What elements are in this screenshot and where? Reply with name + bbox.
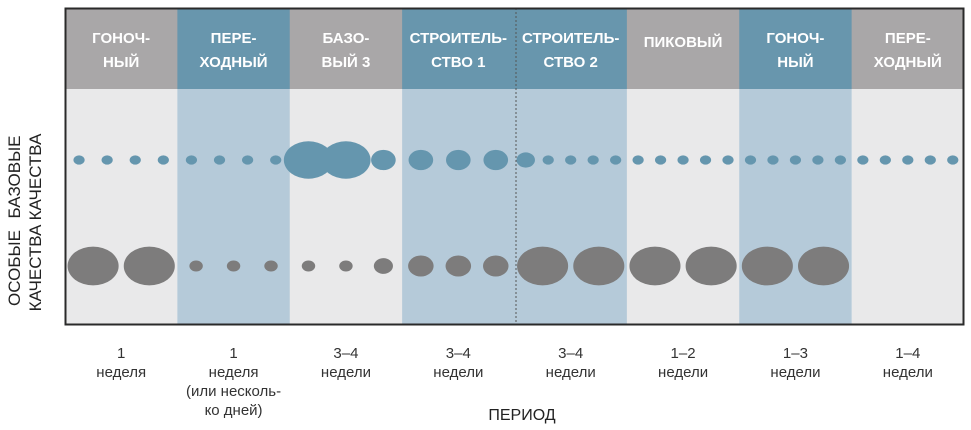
special-qualities-dots	[67, 246, 850, 286]
special-dot-2-2	[373, 258, 393, 274]
base-dot-4-0	[516, 152, 535, 168]
base-dot-4-2	[565, 155, 577, 165]
phase-columns	[65, 89, 965, 324]
axis-title-period: ПЕРИОД	[488, 407, 555, 424]
phase-header-bg-2	[289, 9, 403, 89]
phase-header-bg-7	[851, 9, 965, 89]
phase-header-bg-4	[514, 9, 628, 89]
phase-duration-7: 1–4 недели	[883, 345, 933, 381]
special-dot-6-1	[797, 246, 850, 286]
special-dot-0-1	[123, 246, 175, 286]
phase-column-0	[65, 89, 178, 324]
special-dot-0-0	[67, 246, 119, 286]
phase-header-bg-0	[65, 9, 178, 89]
phase-header-1: ПЕРЕ-ХОДНЫЙ	[200, 30, 268, 71]
row-labels: БАЗОВЫЕ КАЧЕСТВА ОСОБЫЕ КАЧЕСТВА	[5, 133, 45, 311]
row-label-special-2: КАЧЕСТВА	[26, 224, 45, 311]
base-dot-2-0	[283, 141, 334, 179]
row-label-special: ОСОБЫЕ	[5, 230, 24, 306]
base-dot-5-3	[699, 155, 712, 165]
base-dot-1-2	[242, 155, 254, 165]
phase-header-4: СТРОИТЕЛЬ-СТВО 2	[522, 30, 619, 71]
special-dot-4-0	[517, 246, 569, 286]
base-dot-1-0	[185, 155, 198, 165]
phase-column-2	[289, 89, 403, 324]
special-dot-1-1	[226, 260, 241, 272]
special-dot-3-0	[408, 255, 434, 277]
special-dot-2-0	[301, 260, 316, 272]
base-dot-6-0	[744, 155, 757, 165]
base-dot-7-3	[924, 155, 936, 165]
base-qualities-dots	[73, 141, 959, 179]
row-label-base-2: КАЧЕСТВА	[26, 133, 45, 220]
base-dot-5-4	[722, 155, 734, 165]
phase-column-7	[851, 89, 965, 324]
row-label-base: БАЗОВЫЕ	[5, 136, 24, 219]
phase-duration-1: 1 неделя (или несколь-ко дней)	[186, 345, 281, 419]
phase-column-4	[514, 89, 628, 324]
special-dot-2-1	[339, 260, 353, 272]
base-dot-5-2	[677, 155, 689, 165]
phase-duration-3: 3–4 недели	[433, 345, 483, 381]
base-dot-6-2	[789, 155, 802, 165]
base-dot-1-1	[213, 155, 226, 165]
base-dot-3-2	[483, 149, 509, 171]
phase-header-bg-3	[402, 9, 515, 89]
base-dot-6-1	[767, 155, 779, 165]
base-dot-1-3	[270, 155, 282, 165]
phase-header-bg-1	[177, 9, 291, 89]
base-dot-7-1	[879, 155, 891, 165]
phase-duration-6: 1–3 недели	[770, 345, 820, 381]
special-dot-5-1	[685, 246, 737, 286]
base-dot-3-0	[408, 149, 434, 171]
phase-headers: ГОНОЧ-НЫЙ ПЕРЕ-ХОДНЫЙ БАЗО-ВЫЙ 3 СТРОИТЕЛЬ-…	[65, 9, 965, 89]
phase-header-3: СТРОИТЕЛЬ-СТВО 1	[410, 30, 507, 71]
phase-column-1	[177, 89, 291, 324]
phase-durations: 1 неделя 1 неделя (или несколь-ко дней) 3–4 не…	[96, 345, 933, 419]
phase-header-2: БАЗО-ВЫЙ 3	[322, 30, 371, 71]
base-dot-0-2	[129, 155, 141, 165]
phase-duration-0: 1 неделя	[96, 345, 146, 381]
special-dot-1-2	[264, 260, 278, 272]
phase-column-3	[402, 89, 515, 324]
base-dot-2-1	[321, 141, 371, 179]
base-dot-6-4	[834, 155, 846, 165]
phase-duration-2: 3–4 недели	[321, 345, 371, 381]
base-dot-0-1	[101, 155, 113, 165]
base-dot-7-0	[857, 155, 869, 165]
base-dot-4-4	[610, 155, 622, 165]
phase-column-6	[739, 89, 853, 324]
special-dot-3-2	[483, 255, 509, 277]
phase-header-0: ГОНОЧ-НЫЙ	[92, 30, 150, 71]
phase-duration-5: 1–2 недели	[658, 345, 708, 381]
phase-column-5	[626, 89, 740, 324]
base-dot-7-2	[902, 155, 914, 165]
diagram-frame	[64, 7, 965, 326]
phase-header-bg-6	[739, 9, 853, 89]
phase-header-bg-5	[626, 9, 740, 89]
base-dot-2-2	[371, 149, 396, 171]
base-dot-5-0	[632, 155, 644, 165]
base-dot-0-3	[157, 155, 169, 165]
special-dot-1-0	[189, 260, 203, 272]
base-dot-6-3	[812, 155, 824, 165]
phase-header-7: ПЕРЕ-ХОДНЫЙ	[874, 30, 942, 71]
base-dot-4-3	[587, 155, 599, 165]
base-dot-0-0	[73, 155, 85, 165]
special-dot-6-0	[741, 246, 793, 286]
phase-header-6: ГОНОЧ-НЫЙ	[766, 30, 824, 71]
base-dot-5-1	[654, 155, 667, 165]
base-dot-3-1	[445, 149, 471, 171]
special-dot-5-0	[629, 246, 681, 286]
phase-duration-4: 3–4 недели	[546, 345, 596, 381]
phase-header-5: ПИКОВЫЙ	[644, 33, 723, 51]
base-dot-4-1	[542, 155, 554, 165]
base-dot-7-4	[947, 155, 959, 165]
special-dot-3-1	[445, 255, 472, 277]
special-dot-4-1	[573, 246, 625, 286]
